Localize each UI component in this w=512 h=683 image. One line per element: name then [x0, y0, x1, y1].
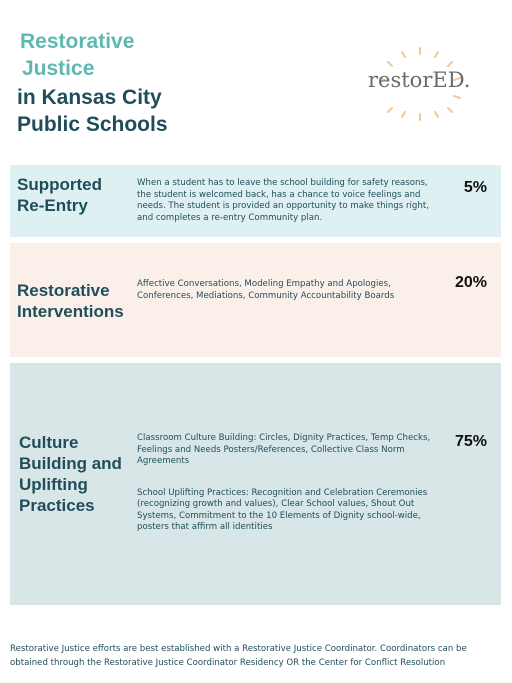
- description: When a student has to leave the school b…: [137, 178, 432, 237]
- title: in Kansas City Public Schools: [17, 84, 168, 138]
- paragraph: When a student has to leave the school b…: [137, 178, 429, 223]
- section-title: Culture Building and Uplifting Practices: [19, 432, 122, 516]
- paragraph: Classroom Culture Building: Circles, Dig…: [137, 433, 431, 466]
- title-line: Building and: [19, 454, 122, 473]
- title: Restorative Justice: [20, 28, 134, 82]
- logo: restorED.: [368, 68, 471, 92]
- title-line: Restorative: [17, 281, 110, 300]
- paragraph: School Uplifting Practices: Recognition …: [137, 487, 428, 533]
- title-line: Re-Entry: [17, 196, 88, 215]
- title-line: Uplifting: [19, 475, 88, 494]
- title-line: Supported: [17, 175, 102, 194]
- section-title: Restorative Interventions: [17, 280, 124, 322]
- title-line: Public Schools: [17, 113, 168, 136]
- section: Supported Re-Entry When a student has to …: [10, 165, 501, 237]
- logo-rays: [379, 47, 461, 121]
- percent: 5%: [463, 179, 487, 196]
- section: Culture Building and Uplifting Practices Cl…: [10, 363, 501, 605]
- section-title: Supported Re-Entry: [17, 174, 102, 216]
- title-line: in Kansas City: [17, 86, 162, 109]
- title-line: Culture: [19, 433, 79, 452]
- title-line: Practices: [19, 496, 95, 515]
- footer: Restorative Justice efforts are best est…: [10, 644, 467, 668]
- paragraph: Affective Conversations, Modeling Empath…: [137, 279, 395, 301]
- percent: 20%: [454, 274, 487, 291]
- title-line: Restorative: [20, 30, 135, 53]
- description: Affective Conversations, Modeling Empath…: [137, 279, 432, 315]
- description: Classroom Culture Building: Circles, Dig…: [137, 433, 432, 547]
- title-line: Justice: [22, 57, 95, 80]
- title-line: Interventions: [17, 302, 124, 321]
- percent: 75%: [454, 433, 487, 450]
- section: Restorative Interventions Affective Conve…: [10, 243, 501, 357]
